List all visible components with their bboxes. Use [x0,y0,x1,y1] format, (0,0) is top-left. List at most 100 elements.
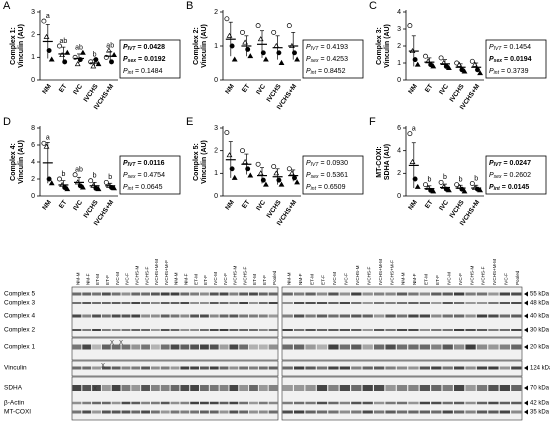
band [362,344,373,350]
band [219,344,229,350]
p-subscript: sex [311,58,319,64]
p-value: PIVT = 0.0247 [489,160,531,168]
kda-arrow [524,313,528,319]
band [72,366,82,370]
band [339,302,350,304]
band [419,302,430,304]
band [219,366,229,370]
band [249,302,258,304]
p-value: PIVT = 0.0116 [123,160,165,168]
band [431,344,442,350]
band [442,302,453,304]
data-point [271,29,277,35]
band [170,385,180,391]
p-sign: = [503,44,507,51]
lane-label: IVC-F [125,273,130,285]
kda-arrow [524,385,528,391]
y-axis-label: Vinculin (AU) [384,24,391,68]
lane-label: NM-F [85,273,90,285]
p-symbol: P [123,184,128,191]
band [511,410,522,414]
lane-label: IVCHS-M [469,265,474,285]
band [92,344,101,350]
band [396,314,408,318]
band [229,329,239,331]
y-axis-label: MT-COXI: [376,146,383,178]
band [488,385,499,391]
band [121,401,131,405]
band [305,329,316,331]
band [150,385,160,391]
band [465,385,476,391]
p-value: Pint = 0.1484 [123,68,163,76]
band [131,366,141,370]
band [511,401,522,405]
band [111,292,121,296]
data-point [62,59,68,65]
band [454,410,465,414]
p-number: 0.8452 [324,68,346,75]
data-point [255,23,261,29]
band [385,314,396,318]
band [282,314,293,318]
band [82,329,92,331]
data-point [477,187,484,193]
x-tick-label: IVC [438,199,450,212]
band [131,401,141,405]
band [282,344,293,350]
blot-mark: X [101,364,105,370]
band [408,385,419,391]
band [511,366,522,370]
data-point [423,53,428,59]
band [72,314,82,318]
band [101,366,111,370]
band [249,366,258,370]
lane-label: IVCHS+M-M [154,259,159,285]
band [294,366,305,370]
band [72,410,82,414]
data-point [41,140,47,146]
band [219,401,229,405]
band [316,366,328,370]
y-axis-label: Complex 3: [376,27,383,65]
band [229,344,239,350]
lane-label: Pooled [515,270,520,285]
x-tick-label: IVC [255,199,267,212]
p-value: Pint = 0.8452 [306,68,346,76]
data-point [461,188,468,194]
band [499,292,510,296]
data-point [95,61,102,67]
western-blot [71,286,523,421]
band [239,302,249,304]
band [239,329,249,331]
data-point [262,181,269,187]
band [170,314,180,318]
band [249,344,258,350]
band [121,329,131,331]
lane-label: IVC-M [332,272,337,285]
band [282,302,293,304]
band [305,314,316,318]
band [160,401,170,405]
band [219,410,229,414]
band [180,385,190,391]
lane-label: NM-F [412,273,417,285]
panel-letter: A [3,0,11,12]
band [419,366,430,370]
blot-mark: X [110,341,114,347]
blot-mark: X [93,387,97,393]
lane-label: ET-F [105,275,110,285]
band [101,292,111,296]
band [339,410,350,414]
x-tick-label: IVC [438,83,450,96]
band [141,314,150,318]
x-tick-label: NM [41,83,53,95]
band-label: Complex 5 [4,291,35,298]
significance-letter: a [46,13,50,20]
data-point [423,182,428,188]
significance-letter: a [412,126,416,133]
band [396,385,408,391]
band [131,302,141,304]
kda-arrow [524,400,528,406]
